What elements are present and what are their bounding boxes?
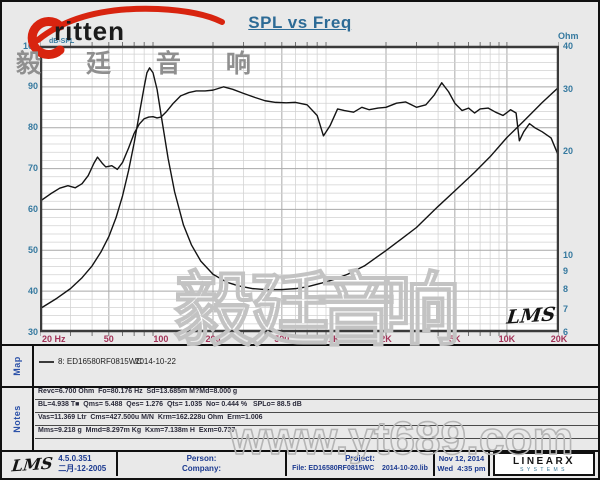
brand-name: ritten bbox=[54, 16, 125, 46]
person-label: Person: bbox=[186, 454, 217, 463]
spl-freq-chart bbox=[40, 42, 559, 336]
x-tick-20Hz: 20 Hz bbox=[42, 334, 66, 344]
right-tick-40: 40 bbox=[563, 41, 574, 51]
left-tick-40: 40 bbox=[27, 285, 38, 296]
left-tick-60: 60 bbox=[27, 203, 38, 214]
right-tick-20: 20 bbox=[563, 145, 574, 156]
footer-version-cell: LMS 4.5.0.351 二月-12-2005 bbox=[2, 452, 118, 476]
map-label: Map bbox=[12, 356, 22, 376]
footer-project-cell: Project: File: ED16580RF0815WC 2014-10-2… bbox=[287, 452, 435, 476]
footer-bar: LMS 4.5.0.351 二月-12-2005 Person: Company… bbox=[2, 450, 598, 476]
left-tick-80: 80 bbox=[27, 122, 38, 133]
legend-curve-id: 8: ED16580RF0815WC bbox=[58, 357, 143, 366]
x-tick-20K: 20K bbox=[550, 334, 568, 344]
x-tick-10K: 10K bbox=[498, 334, 516, 344]
x-tick-5K: 5K bbox=[449, 334, 461, 344]
legend-line-sample bbox=[39, 361, 54, 363]
footer-datetime-cell: Nov 12, 2014 Wed 4:35 pm bbox=[435, 452, 490, 476]
lms-signature: LMS bbox=[505, 303, 557, 329]
footer-person-cell: Person: Company: bbox=[118, 452, 287, 476]
company-label: Company: bbox=[181, 464, 222, 473]
right-tick-9: 9 bbox=[563, 265, 569, 276]
x-tick-500: 500 bbox=[274, 334, 290, 344]
map-side-column: Map bbox=[2, 346, 34, 386]
linearx-logo: LINEARX SYSTEMS bbox=[493, 452, 595, 476]
linearx-wordmark: LINEAR bbox=[512, 455, 566, 467]
footer-linearx-cell: LINEARX SYSTEMS bbox=[490, 452, 598, 476]
project-label: Project: bbox=[345, 454, 375, 463]
brand-swoosh-icon bbox=[27, 5, 225, 59]
x-tick-50: 50 bbox=[103, 334, 114, 344]
chart-canvas bbox=[40, 42, 559, 336]
app-version-date: 二月-12-2005 bbox=[58, 464, 107, 473]
x-tick-100: 100 bbox=[153, 334, 169, 344]
left-tick-30: 30 bbox=[27, 326, 38, 337]
right-tick-8: 8 bbox=[563, 283, 569, 294]
notes-section: Notes bbox=[2, 386, 598, 450]
page-title: SPL vs Freq bbox=[248, 13, 352, 32]
right-tick-7: 7 bbox=[563, 303, 569, 314]
linearx-x: X bbox=[565, 454, 576, 467]
linearx-systems: SYSTEMS bbox=[520, 466, 568, 473]
notes-line-ts-4: Mms=9.218 g Mmd=8.297m Kg Kxm=7.138m H E… bbox=[35, 427, 598, 439]
notes-side-column: Notes bbox=[2, 388, 34, 450]
notes-line-ts-2: BL=4.938 T■ Qms= 5.488 Qes= 1.276 Qts= 1… bbox=[35, 401, 598, 413]
right-tick-10: 10 bbox=[563, 250, 574, 260]
left-axis-unit: dB-SPL bbox=[49, 38, 75, 45]
curve-spl bbox=[40, 82, 559, 202]
curve-impedance bbox=[40, 67, 559, 310]
left-tick-50: 50 bbox=[27, 244, 38, 255]
report-date: Nov 12, 2014 bbox=[438, 454, 485, 463]
brand-cjk: 毅 廷 音 响 bbox=[16, 50, 270, 78]
x-tick-200: 200 bbox=[205, 334, 221, 344]
report-time: Wed 4:35 pm bbox=[437, 464, 486, 473]
x-tick-2K: 2K bbox=[380, 334, 392, 344]
app-version: 4.5.0.351 bbox=[58, 454, 92, 463]
left-tick-70: 70 bbox=[27, 163, 38, 174]
right-tick-6: 6 bbox=[563, 327, 569, 337]
legend-curve-date: 2014-10-22 bbox=[135, 357, 176, 366]
notes-line-ts-1: Revc=6.700 Ohm Fo=80.176 Hz Sd=13.685m M… bbox=[35, 388, 598, 400]
left-tick-90: 90 bbox=[27, 81, 38, 92]
notes-line-ts-3: Vas=11.369 Ltr Cms=427.500u M/N Krm=162.… bbox=[35, 414, 598, 426]
map-section: Map bbox=[2, 344, 598, 386]
right-tick-30: 30 bbox=[563, 84, 574, 95]
project-file: File: ED16580RF0815WC 2014-10-20.lib bbox=[292, 465, 428, 472]
x-tick-1K: 1K bbox=[328, 334, 340, 344]
notes-label: Notes bbox=[11, 405, 22, 433]
lms-logo: LMS bbox=[10, 453, 54, 475]
right-axis-unit: Ohm bbox=[558, 31, 579, 41]
